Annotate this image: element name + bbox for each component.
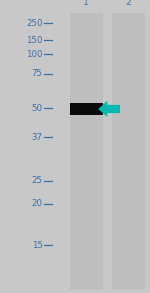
Bar: [70, 103, 103, 115]
Text: 50: 50: [32, 104, 43, 113]
Text: 150: 150: [26, 36, 43, 45]
FancyArrow shape: [98, 101, 120, 117]
Text: 20: 20: [32, 199, 43, 208]
Text: 75: 75: [32, 69, 43, 78]
Text: 15: 15: [32, 241, 43, 250]
Text: 37: 37: [32, 133, 43, 142]
Bar: [70, 13, 103, 290]
Text: 250: 250: [26, 19, 43, 28]
Text: 25: 25: [32, 176, 43, 185]
Text: 1: 1: [83, 0, 89, 7]
Bar: [112, 13, 145, 290]
Text: 100: 100: [26, 50, 43, 59]
Text: 2: 2: [125, 0, 131, 7]
